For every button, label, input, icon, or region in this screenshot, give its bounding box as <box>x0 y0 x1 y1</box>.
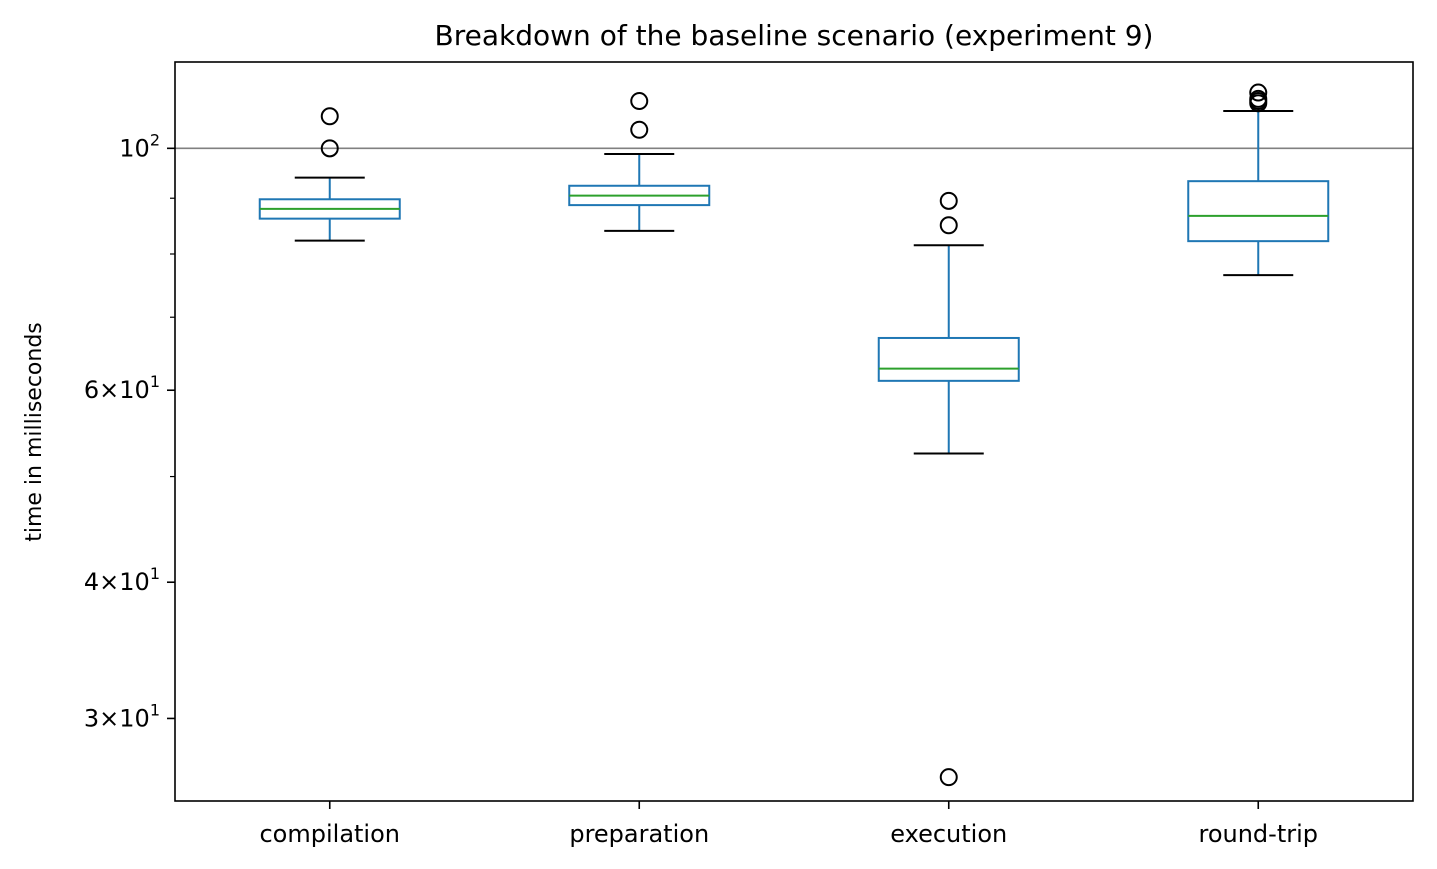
y-tick-label: 4×101 <box>84 564 160 596</box>
x-tick-label: compilation <box>259 820 400 848</box>
outlier-point <box>320 107 339 126</box>
y-axis-label: time in milliseconds <box>22 322 47 542</box>
y-tick-label: 102 <box>119 130 160 162</box>
outlier-point <box>1249 83 1268 102</box>
chart-title: Breakdown of the baseline scenario (expe… <box>435 19 1154 52</box>
outlier-point <box>939 216 958 235</box>
boxes-layer <box>258 83 1330 787</box>
plot-frame <box>174 61 1414 802</box>
box-compilation <box>258 107 401 242</box>
outlier-point <box>320 139 339 158</box>
y-tick-label: 3×101 <box>84 700 160 732</box>
iqr-box <box>877 336 1020 382</box>
x-tick-label: preparation <box>569 820 709 848</box>
x-tick-label: round-trip <box>1198 820 1318 848</box>
y-tick-label: 6×101 <box>84 372 160 404</box>
box-round-trip <box>1187 83 1330 277</box>
outlier-point <box>630 120 649 139</box>
outlier-point <box>630 92 649 111</box>
box-preparation <box>568 92 711 232</box>
outlier-point <box>1249 89 1268 108</box>
outlier-point <box>939 191 958 210</box>
outlier-point <box>939 768 958 787</box>
box-execution <box>877 191 1020 787</box>
x-tick-label: execution <box>890 820 1007 848</box>
ticks-layer: compilation preparation execution round-tri… <box>84 130 1318 848</box>
iqr-box <box>1187 180 1330 243</box>
